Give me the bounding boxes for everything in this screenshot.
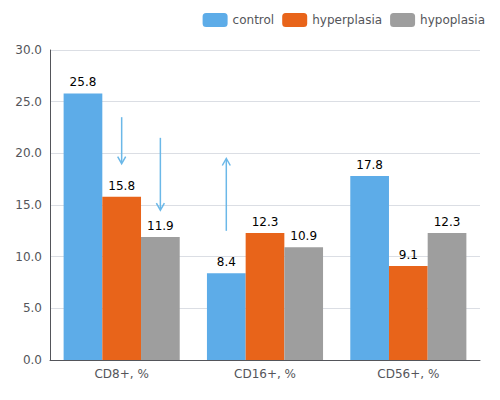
svg-text:30.0: 30.0 xyxy=(15,43,42,57)
svg-text:hypoplasia: hypoplasia xyxy=(420,13,485,27)
svg-text:17.8: 17.8 xyxy=(356,158,383,172)
svg-text:0.0: 0.0 xyxy=(23,353,42,367)
svg-text:12.3: 12.3 xyxy=(434,215,461,229)
svg-text:15.0: 15.0 xyxy=(15,198,42,212)
svg-text:control: control xyxy=(233,13,275,27)
svg-text:10.9: 10.9 xyxy=(290,229,317,243)
svg-text:25.8: 25.8 xyxy=(70,75,97,89)
svg-text:hyperplasia: hyperplasia xyxy=(312,13,382,27)
svg-text:CD8+, %: CD8+, % xyxy=(94,367,148,381)
svg-text:11.9: 11.9 xyxy=(147,219,174,233)
svg-text:12.3: 12.3 xyxy=(252,215,279,229)
svg-text:25.0: 25.0 xyxy=(15,95,42,109)
svg-text:10.0: 10.0 xyxy=(15,250,42,264)
svg-text:CD16+, %: CD16+, % xyxy=(234,367,296,381)
svg-text:5.0: 5.0 xyxy=(23,301,42,315)
svg-text:9.1: 9.1 xyxy=(399,248,418,262)
svg-text:20.0: 20.0 xyxy=(15,146,42,160)
svg-text:CD56+, %: CD56+, % xyxy=(377,367,439,381)
svg-text:15.8: 15.8 xyxy=(108,179,135,193)
svg-text:8.4: 8.4 xyxy=(217,255,236,269)
